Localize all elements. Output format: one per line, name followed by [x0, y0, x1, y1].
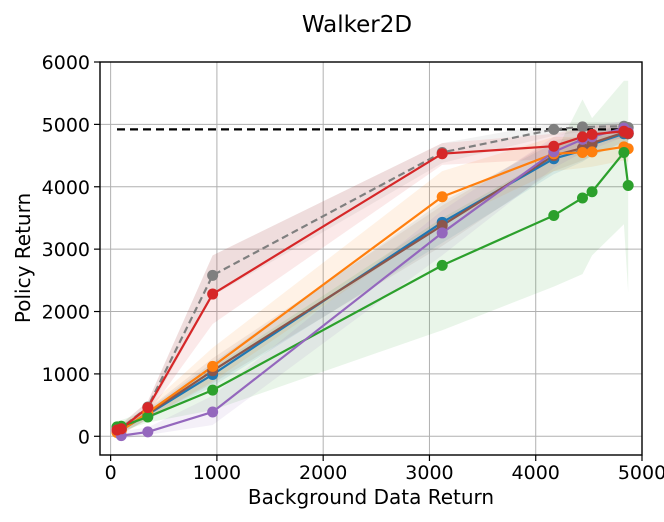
y-tick-label: 0	[78, 426, 90, 448]
data-point	[207, 384, 219, 396]
x-axis-ticks: 0 1000 2000 3000 4000 5000	[105, 455, 664, 484]
data-point	[576, 121, 588, 133]
y-axis-ticks: 0 1000 2000 3000 4000 5000 6000	[42, 52, 100, 448]
x-tick-label: 0	[105, 462, 117, 484]
data-point	[207, 288, 219, 300]
data-point	[142, 426, 154, 438]
data-point	[115, 423, 127, 435]
y-axis-label: Policy Return	[11, 193, 35, 323]
y-tick-label: 3000	[42, 239, 90, 261]
data-point	[586, 146, 598, 158]
confidence-band	[117, 124, 629, 436]
data-point	[207, 360, 219, 372]
confidence-bands	[117, 80, 629, 439]
data-point	[618, 146, 630, 158]
data-point	[207, 406, 219, 418]
data-point	[436, 148, 448, 160]
y-tick-label: 2000	[42, 302, 90, 324]
series-lines	[116, 125, 630, 437]
data-point	[436, 259, 448, 271]
data-point	[576, 192, 588, 204]
x-tick-label: 3000	[405, 462, 453, 484]
y-tick-label: 5000	[42, 114, 90, 136]
data-point	[622, 127, 634, 139]
y-tick-label: 6000	[42, 52, 90, 74]
data-point	[142, 411, 154, 423]
data-point	[436, 227, 448, 239]
data-point	[436, 191, 448, 203]
confidence-band	[117, 121, 629, 439]
data-point	[586, 186, 598, 198]
chart-title: Walker2D	[302, 12, 412, 38]
confidence-band	[117, 134, 629, 437]
data-point	[576, 131, 588, 143]
data-point	[142, 402, 154, 414]
data-point	[548, 123, 560, 135]
y-tick-label: 1000	[42, 364, 90, 386]
x-tick-label: 2000	[299, 462, 347, 484]
data-point	[622, 180, 634, 192]
data-point	[576, 146, 588, 158]
series-line	[116, 130, 629, 432]
x-tick-label: 1000	[193, 462, 241, 484]
confidence-band	[117, 124, 629, 436]
data-point	[548, 209, 560, 221]
series-points	[111, 120, 634, 442]
data-point	[207, 269, 219, 281]
y-tick-label: 4000	[42, 177, 90, 199]
data-point	[548, 140, 560, 152]
x-tick-label: 5000	[618, 462, 664, 484]
series-line	[116, 151, 630, 429]
x-tick-label: 4000	[512, 462, 560, 484]
confidence-band	[117, 121, 629, 435]
confidence-band	[117, 124, 629, 434]
x-axis-label: Background Data Return	[248, 485, 494, 509]
plot-frame	[99, 61, 643, 456]
data-point	[586, 128, 598, 140]
